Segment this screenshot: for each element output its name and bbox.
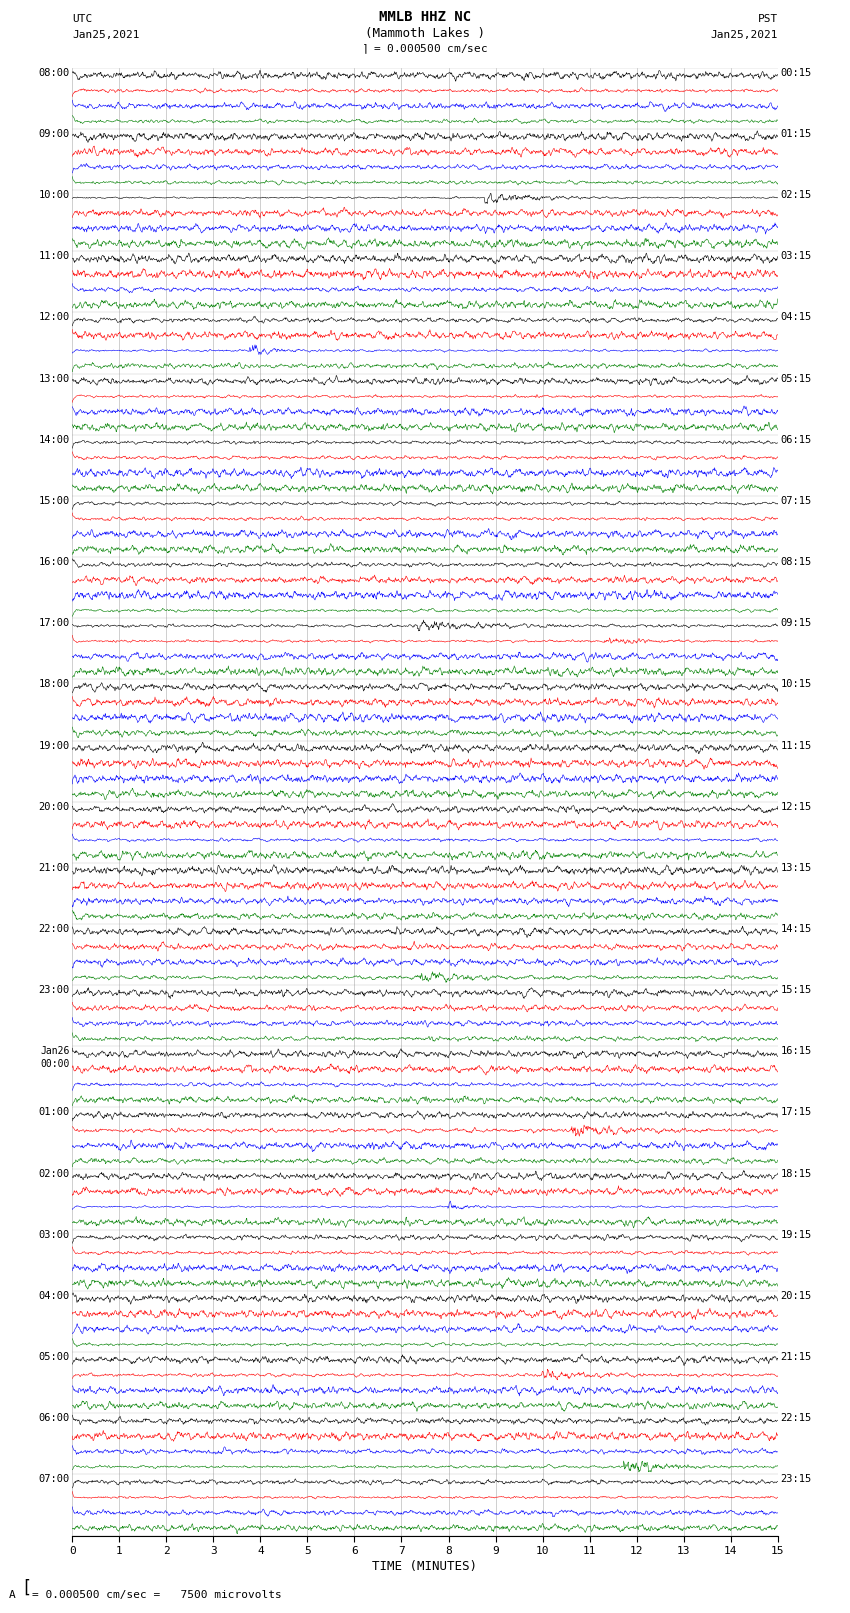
Text: 04:00: 04:00 xyxy=(38,1290,70,1302)
Text: Jan25,2021: Jan25,2021 xyxy=(711,31,778,40)
Text: 21:00: 21:00 xyxy=(38,863,70,873)
Text: 03:00: 03:00 xyxy=(38,1229,70,1240)
Text: = 0.000500 cm/sec =   7500 microvolts: = 0.000500 cm/sec = 7500 microvolts xyxy=(32,1590,282,1600)
Text: 05:00: 05:00 xyxy=(38,1352,70,1361)
Text: 20:00: 20:00 xyxy=(38,802,70,811)
Text: UTC: UTC xyxy=(72,15,93,24)
Text: 15:00: 15:00 xyxy=(38,495,70,506)
Text: 22:00: 22:00 xyxy=(38,924,70,934)
Text: 06:00: 06:00 xyxy=(38,1413,70,1423)
Text: Jan25,2021: Jan25,2021 xyxy=(72,31,139,40)
Text: 02:15: 02:15 xyxy=(780,190,812,200)
Text: 16:15: 16:15 xyxy=(780,1047,812,1057)
Text: 04:15: 04:15 xyxy=(780,313,812,323)
Text: [: [ xyxy=(21,1579,31,1597)
Text: 01:15: 01:15 xyxy=(780,129,812,139)
Text: 13:00: 13:00 xyxy=(38,374,70,384)
Text: 08:15: 08:15 xyxy=(780,556,812,568)
Text: 14:00: 14:00 xyxy=(38,436,70,445)
Text: $\mathsf{\rceil}$ = 0.000500 cm/sec: $\mathsf{\rceil}$ = 0.000500 cm/sec xyxy=(362,44,488,56)
Text: 14:15: 14:15 xyxy=(780,924,812,934)
Text: 23:00: 23:00 xyxy=(38,986,70,995)
Text: PST: PST xyxy=(757,15,778,24)
Text: 06:15: 06:15 xyxy=(780,436,812,445)
Text: 15:15: 15:15 xyxy=(780,986,812,995)
Text: 12:00: 12:00 xyxy=(38,313,70,323)
Text: 20:15: 20:15 xyxy=(780,1290,812,1302)
X-axis label: TIME (MINUTES): TIME (MINUTES) xyxy=(372,1560,478,1573)
Text: 09:15: 09:15 xyxy=(780,618,812,627)
Text: 18:00: 18:00 xyxy=(38,679,70,689)
Text: 22:15: 22:15 xyxy=(780,1413,812,1423)
Text: 19:00: 19:00 xyxy=(38,740,70,750)
Text: 09:00: 09:00 xyxy=(38,129,70,139)
Text: 08:00: 08:00 xyxy=(38,68,70,77)
Text: 12:15: 12:15 xyxy=(780,802,812,811)
Text: MMLB HHZ NC: MMLB HHZ NC xyxy=(379,10,471,24)
Text: 11:15: 11:15 xyxy=(780,740,812,750)
Text: 17:00: 17:00 xyxy=(38,618,70,627)
Text: 19:15: 19:15 xyxy=(780,1229,812,1240)
Text: Jan26: Jan26 xyxy=(40,1047,70,1057)
Text: 11:00: 11:00 xyxy=(38,252,70,261)
Text: 13:15: 13:15 xyxy=(780,863,812,873)
Text: 21:15: 21:15 xyxy=(780,1352,812,1361)
Text: 16:00: 16:00 xyxy=(38,556,70,568)
Text: 03:15: 03:15 xyxy=(780,252,812,261)
Text: 07:15: 07:15 xyxy=(780,495,812,506)
Text: 23:15: 23:15 xyxy=(780,1474,812,1484)
Text: 07:00: 07:00 xyxy=(38,1474,70,1484)
Text: 10:00: 10:00 xyxy=(38,190,70,200)
Text: 00:00: 00:00 xyxy=(40,1060,70,1069)
Text: 17:15: 17:15 xyxy=(780,1108,812,1118)
Text: 18:15: 18:15 xyxy=(780,1168,812,1179)
Text: A: A xyxy=(8,1590,15,1600)
Text: 02:00: 02:00 xyxy=(38,1168,70,1179)
Text: 10:15: 10:15 xyxy=(780,679,812,689)
Text: 01:00: 01:00 xyxy=(38,1108,70,1118)
Text: (Mammoth Lakes ): (Mammoth Lakes ) xyxy=(365,27,485,40)
Text: 05:15: 05:15 xyxy=(780,374,812,384)
Text: 00:15: 00:15 xyxy=(780,68,812,77)
